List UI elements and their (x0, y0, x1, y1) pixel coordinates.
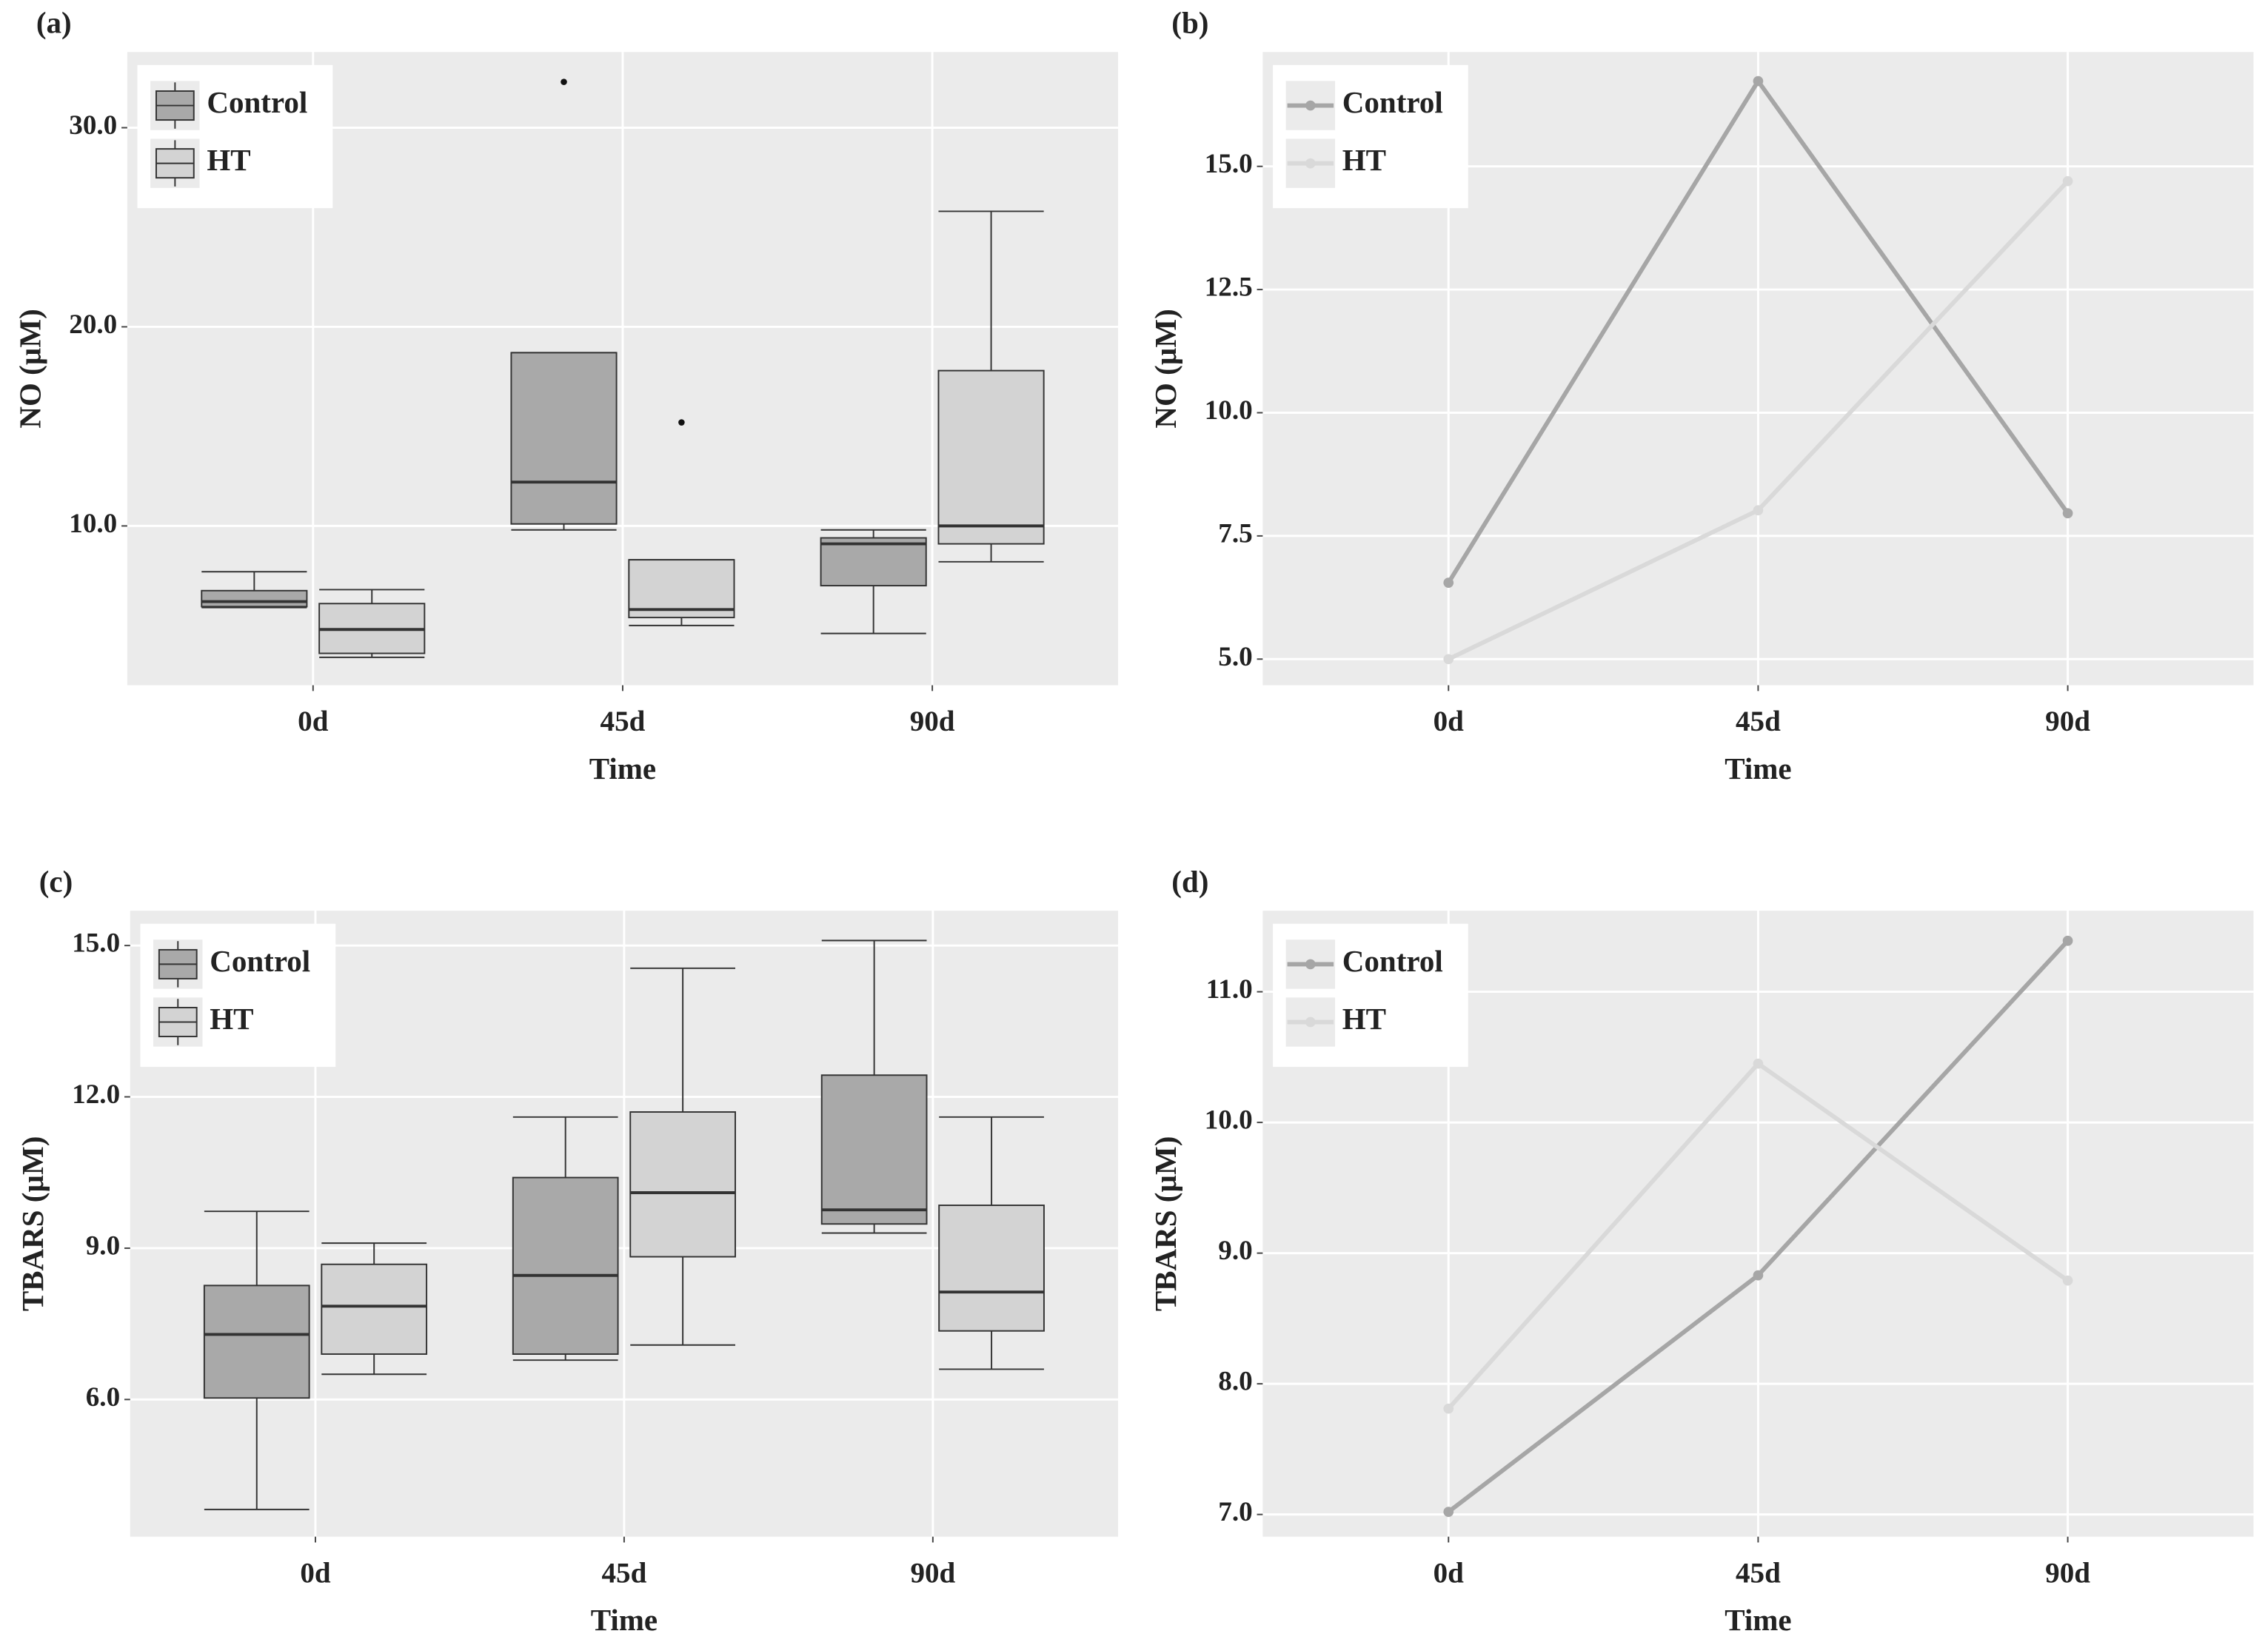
box (937, 369, 1045, 545)
x-axis-title: Time (589, 751, 656, 786)
y-tick-label: 9.0 (86, 1230, 120, 1261)
box (510, 352, 618, 525)
legend-key-point (1305, 100, 1316, 111)
x-tick-label: 45d (602, 1557, 647, 1589)
legend-label: HT (1342, 1002, 1386, 1036)
y-tick-label: 7.0 (1218, 1497, 1252, 1527)
point (1753, 1270, 1764, 1281)
panel: (c) 6.0 9.0 12.0 15.0 0d 45d 90d Time TBARS (µM) C… (16, 864, 1119, 1637)
point (2062, 1275, 2073, 1286)
y-tick-label: 6.0 (86, 1382, 120, 1413)
legend-label: Control (207, 85, 307, 119)
y-tick-label: 8.0 (1218, 1367, 1252, 1397)
panel: (d) 7.0 8.0 9.0 10.0 11.0 0d 45d 90d Time TBARS (µ… (1148, 864, 2254, 1637)
y-tick-label: 15.0 (1205, 149, 1253, 179)
legend-label: Control (210, 944, 310, 978)
box (512, 1176, 619, 1355)
y-tick-label: 9.0 (1218, 1236, 1252, 1266)
outlier (678, 419, 685, 426)
box (938, 1205, 1045, 1332)
panel-label: (c) (39, 864, 73, 898)
y-tick-label: 12.0 (72, 1079, 120, 1110)
box (628, 559, 735, 619)
x-axis-title: Time (1725, 1603, 1791, 1637)
point (1753, 505, 1764, 516)
y-tick-label: 11.0 (1206, 974, 1253, 1005)
y-axis-title: TBARS (µM) (1148, 1136, 1182, 1312)
panel: (a) 10.0 20.0 30.0 0d 45d 90d Time NO (µM) Contro… (13, 6, 1119, 786)
legend-label: Control (1342, 85, 1443, 119)
legend-label: HT (1342, 143, 1386, 177)
x-tick-label: 90d (910, 706, 955, 737)
x-tick-label: 45d (1736, 706, 1781, 737)
x-tick-label: 90d (2045, 1557, 2090, 1589)
y-tick-label: 5.0 (1218, 642, 1252, 672)
box (820, 1074, 928, 1225)
x-tick-label: 45d (1736, 1557, 1781, 1589)
point (1443, 577, 1454, 588)
legend-label: HT (210, 1002, 253, 1036)
legend-key-point (1305, 158, 1316, 169)
y-tick-label: 10.0 (69, 509, 117, 539)
box (629, 1111, 736, 1258)
y-tick-label: 30.0 (69, 110, 117, 141)
point (2062, 935, 2073, 946)
point (1753, 1058, 1764, 1069)
x-tick-label: 0d (1434, 1557, 1465, 1589)
x-axis-title: Time (591, 1603, 658, 1637)
box (820, 537, 927, 587)
x-tick-label: 90d (910, 1557, 955, 1589)
y-tick-label: 10.0 (1205, 395, 1253, 426)
legend-key-point (1305, 1016, 1316, 1028)
x-tick-label: 0d (298, 706, 329, 737)
y-tick-label: 7.5 (1218, 518, 1252, 549)
point (1443, 1507, 1454, 1517)
y-axis-title: NO (µM) (13, 309, 47, 428)
box (201, 589, 308, 608)
x-tick-label: 45d (601, 706, 646, 737)
x-tick-label: 0d (300, 1557, 331, 1589)
legend-key-point (1305, 959, 1316, 970)
point (1443, 654, 1454, 665)
panel-label: (d) (1171, 864, 1208, 898)
panel: (b) 5.0 7.5 10.0 12.5 15.0 0d 45d 90d Time NO (µM)… (1148, 6, 2254, 786)
point (2062, 175, 2073, 187)
x-axis-title: Time (1725, 751, 1791, 786)
point (2062, 508, 2073, 519)
y-tick-label: 10.0 (1205, 1105, 1253, 1136)
legend-label: Control (1342, 944, 1443, 978)
y-axis-title: TBARS (µM) (16, 1136, 50, 1312)
x-tick-label: 0d (1434, 706, 1465, 737)
y-tick-label: 15.0 (72, 928, 120, 959)
panel-label: (a) (36, 6, 72, 40)
y-tick-label: 12.5 (1205, 272, 1253, 303)
outlier (561, 78, 567, 85)
point (1443, 1403, 1454, 1414)
box (321, 1263, 428, 1355)
x-tick-label: 90d (2045, 706, 2090, 737)
y-tick-label: 20.0 (69, 309, 117, 340)
panel-label: (b) (1171, 6, 1208, 40)
legend-label: HT (207, 143, 250, 177)
box (203, 1284, 310, 1399)
point (1753, 76, 1764, 87)
y-axis-title: NO (µM) (1148, 309, 1182, 428)
